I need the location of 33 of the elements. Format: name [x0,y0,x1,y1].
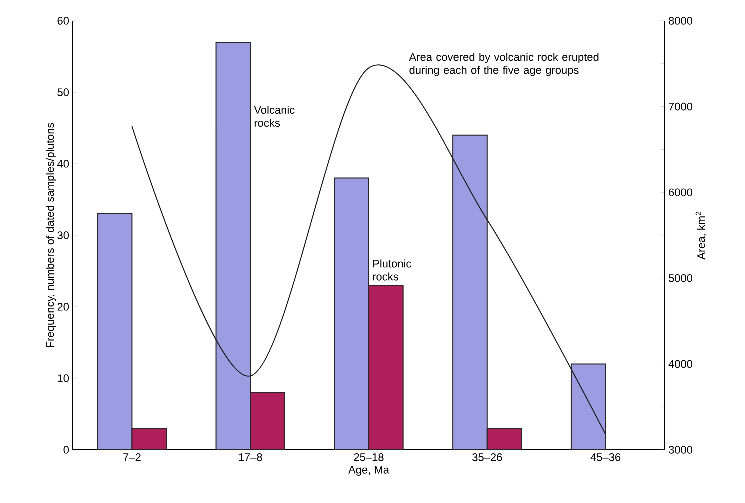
bar [132,428,168,450]
bar [334,178,370,450]
x-tick-label: 7–2 [124,454,141,462]
y-tick-label: 20 [58,303,70,311]
y2-tick-label: 7000 [669,102,693,111]
y-tick-label: 30 [58,232,70,240]
x-axis-title: Age, Ma [348,466,390,476]
y-tick-label: 0 [64,446,70,454]
bar [216,42,252,450]
y2-tick-label: 8000 [669,17,693,25]
y-tick-label: 40 [57,160,70,168]
bar [452,134,488,450]
y-tick-label: 10 [58,374,70,382]
bar [250,392,286,450]
x-tick-label: 45–36 [590,454,621,462]
series-label: Area covered by volcanic rock erupted during each of the five age groups [409,53,599,76]
bar [486,428,522,450]
bar [570,364,606,450]
x-tick-label: 17–8 [239,454,262,462]
x-tick-label: 35–26 [472,454,502,462]
y-axis-title: Frequency, numbers of dated samples/plutons [46,123,56,348]
y2-tick-label: 5000 [668,274,693,282]
y2-tick-label: 6000 [669,188,693,196]
y2-axis-title: Area, km$^{2}$ [696,212,707,260]
y2-tick-label: 3000 [668,446,693,454]
bar [368,285,404,450]
x-tick-label: 25–18 [354,454,384,462]
series-label: Plutonic rocks [373,260,412,281]
y2-tick-label: 4000 [668,360,693,368]
bar [97,214,133,450]
y-tick-label: 50 [58,88,70,96]
series-label: Volcanic rocks [254,106,295,128]
y-tick-label: 60 [58,17,70,25]
